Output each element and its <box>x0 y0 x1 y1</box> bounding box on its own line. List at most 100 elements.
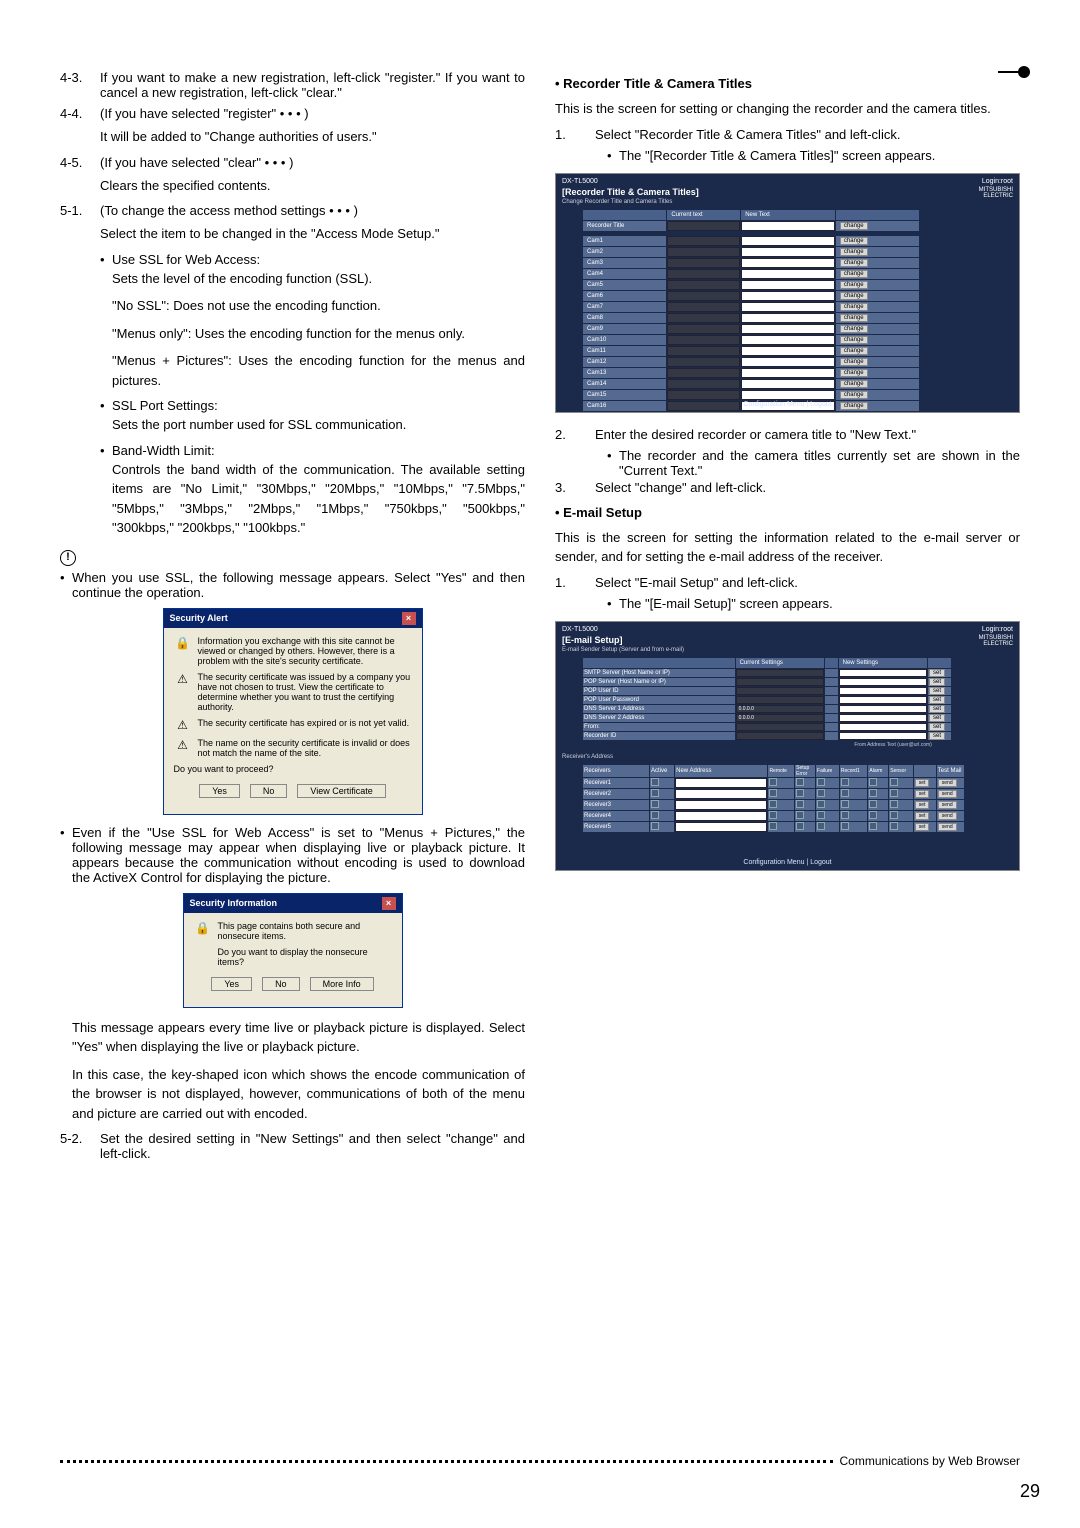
step-sub: It will be added to "Change authorities … <box>100 127 525 147</box>
ssl-warning-2: • Even if the "Use SSL for Web Access" i… <box>60 825 525 885</box>
section-heading: • E-mail Setup <box>555 505 1020 520</box>
dialog-line: This page contains both secure and nonse… <box>218 921 392 941</box>
view-cert-button[interactable]: View Certificate <box>297 784 385 798</box>
r-step-3: 3. Select "change" and left-click. <box>555 480 1020 495</box>
dialog-line: Information you exchange with this site … <box>198 636 412 666</box>
warning-text: When you use SSL, the following message … <box>72 570 525 600</box>
bullet-line: "Menus only": Uses the encoding function… <box>112 324 525 344</box>
warn-icon: ⚠ <box>174 672 192 686</box>
from-note: From Address Text (user@url.com) <box>562 742 932 748</box>
num-label: 2. <box>555 427 595 442</box>
scr-subtitle: E-mail Sender Setup (Server and from e-m… <box>562 647 1013 653</box>
scr-subtitle: Change Recorder Title and Camera Titles <box>562 199 1013 205</box>
right-column: • Recorder Title & Camera Titles This is… <box>555 70 1020 1167</box>
left-column: 4-3. If you want to make a new registrat… <box>60 70 525 1167</box>
scr-title: [Recorder Title & Camera Titles] <box>562 187 699 197</box>
num-label: 1. <box>555 575 595 590</box>
e-step-1: 1. Select "E-mail Setup" and left-click. <box>555 575 1020 590</box>
step-sub: Select the item to be changed in the "Ac… <box>100 224 525 244</box>
step-4-5: 4-5. (If you have selected "clear" • • •… <box>60 155 525 170</box>
num-label: 1. <box>555 127 595 142</box>
corner-line <box>998 71 1020 73</box>
security-alert-dialog: Security Alert × 🔒 Information you exchang… <box>163 608 423 815</box>
step-sub: Clears the specified contents. <box>100 176 525 196</box>
num-label: 3. <box>555 480 595 495</box>
scr-model: DX-TL5000 <box>562 626 598 633</box>
step-text: Set the desired setting in "New Settings… <box>100 1131 525 1161</box>
page-number: 29 <box>1020 1481 1040 1502</box>
num-label: 5-2. <box>60 1131 100 1161</box>
recorder-title-screenshot: DX-TL5000 Login:root [Recorder Title & C… <box>555 173 1020 413</box>
step-5-1: 5-1. (To change the access method settin… <box>60 203 525 218</box>
yes-button[interactable]: Yes <box>211 977 252 991</box>
scr-title: [E-mail Setup] <box>562 635 623 645</box>
no-button[interactable]: No <box>262 977 300 991</box>
dialog-title: Security Information <box>190 898 278 908</box>
mitsubishi-logo: MITSUBISHI ELECTRIC <box>979 635 1013 647</box>
step-5-2: 5-2. Set the desired setting in "New Set… <box>60 1131 525 1161</box>
scr-bottom-link[interactable]: Configuration Menu | Logout <box>556 401 1019 408</box>
mitsubishi-logo: MITSUBISHI ELECTRIC <box>979 187 1013 199</box>
bullet-line: Sets the port number used for SSL commun… <box>112 415 525 435</box>
bullet-line: "No SSL": Does not use the encoding func… <box>112 296 525 316</box>
num-label: 4-4. <box>60 106 100 121</box>
r-step-1-sub: •The "[Recorder Title & Camera Titles]" … <box>607 148 1020 163</box>
footer-text: Communications by Web Browser <box>839 1454 1020 1468</box>
num-label: 4-5. <box>60 155 100 170</box>
step-text: Select "E-mail Setup" and left-click. <box>595 575 1020 590</box>
no-button[interactable]: No <box>250 784 288 798</box>
step-text: (If you have selected "register" • • • ) <box>100 106 525 121</box>
dialog-title: Security Alert <box>170 613 228 623</box>
step-text: Enter the desired recorder or camera tit… <box>595 427 1020 442</box>
step-4-4: 4-4. (If you have selected "register" • … <box>60 106 525 121</box>
step-text: Select "Recorder Title & Camera Titles" … <box>595 127 1020 142</box>
bullet-line: Controls the band width of the communica… <box>112 460 525 538</box>
yes-button[interactable]: Yes <box>199 784 240 798</box>
para: In this case, the key-shaped icon which … <box>72 1065 525 1124</box>
bullet-head: Band-Width Limit: <box>112 443 525 458</box>
security-info-dialog: Security Information× 🔒This page contain… <box>183 893 403 1008</box>
dialog-question: Do you want to display the nonsecure ite… <box>218 947 392 967</box>
section-intro: This is the screen for setting the infor… <box>555 528 1020 567</box>
r-step-1: 1. Select "Recorder Title & Camera Title… <box>555 127 1020 142</box>
step-sub: The "[E-mail Setup]" screen appears. <box>619 596 1020 611</box>
dialog-line: The security certificate has expired or … <box>198 718 410 728</box>
e-step-1-sub: •The "[E-mail Setup]" screen appears. <box>607 596 1020 611</box>
bullet-sslport: •SSL Port Settings: <box>100 398 525 413</box>
step-text: (To change the access method settings • … <box>100 203 525 218</box>
more-info-button[interactable]: More Info <box>310 977 374 991</box>
dialog-line: The security certificate was issued by a… <box>198 672 412 712</box>
warn-icon: ⚠ <box>174 738 192 752</box>
close-icon[interactable]: × <box>382 897 396 910</box>
r-step-2: 2. Enter the desired recorder or camera … <box>555 427 1020 442</box>
scr-login: Login:root <box>982 178 1013 185</box>
step-sub: The recorder and the camera titles curre… <box>619 448 1020 478</box>
scr-bottom-link[interactable]: Configuration Menu | Logout <box>556 859 1019 866</box>
step-4-3: 4-3. If you want to make a new registrat… <box>60 70 525 100</box>
caution-icon: ! <box>60 550 76 566</box>
corner-dot <box>1018 66 1030 78</box>
warning-text: Even if the "Use SSL for Web Access" is … <box>72 825 525 885</box>
camera-table: Current textNew TextRecorder Titlechange… <box>582 209 920 412</box>
lock-icon: 🔒 <box>174 636 192 650</box>
bullet-head: Use SSL for Web Access: <box>112 252 525 267</box>
footer: Communications by Web Browser <box>60 1454 1020 1468</box>
step-text: If you want to make a new registration, … <box>100 70 525 100</box>
ssl-warning: • When you use SSL, the following messag… <box>60 570 525 600</box>
num-label: 4-3. <box>60 70 100 100</box>
email-sender-table: Current SettingsNew SettingsSMTP Server … <box>582 657 952 741</box>
scr-subtitle-2: Receiver's Address <box>562 754 1013 760</box>
bullet-line: "Menus + Pictures": Uses the encoding fu… <box>112 351 525 390</box>
footer-dots <box>60 1460 833 1463</box>
close-icon[interactable]: × <box>402 612 416 625</box>
dialog-question: Do you want to proceed? <box>174 764 412 774</box>
receiver-table: ReceiversActiveNew AddressRemoteSetup Er… <box>582 764 965 833</box>
scr-login: Login:root <box>982 626 1013 633</box>
step-text: (If you have selected "clear" • • • ) <box>100 155 525 170</box>
email-setup-screenshot: DX-TL5000 Login:root [E-mail Setup] MITS… <box>555 621 1020 871</box>
dialog-line: The name on the security certificate is … <box>198 738 412 758</box>
section-heading: • Recorder Title & Camera Titles <box>555 76 1020 91</box>
warn-icon: ⚠ <box>174 718 192 732</box>
bullet-head: SSL Port Settings: <box>112 398 525 413</box>
section-intro: This is the screen for setting or changi… <box>555 99 1020 119</box>
